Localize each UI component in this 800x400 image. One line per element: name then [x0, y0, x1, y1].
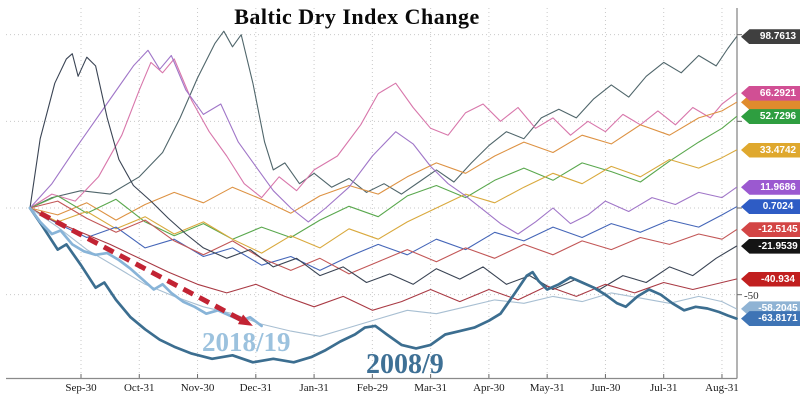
series-line-unlabeled-slate [29, 30, 738, 209]
x-tick-label-Apr-30: Apr-30 [473, 382, 505, 394]
x-tick-label-Sep-30: Sep-30 [65, 382, 97, 394]
annotation-2008-9: 2008/9 [366, 349, 444, 380]
annotation-2018-19: 2018/19 [202, 327, 291, 357]
series-line-unlabeled-pink [29, 58, 738, 209]
series-line-unlabeled-amber [29, 149, 738, 254]
trend-arrow-head [237, 314, 253, 326]
x-tick-label-Jun-30: Jun-30 [590, 382, 621, 394]
x-tick-label-May-31: May-31 [529, 382, 565, 394]
series-line-unlabeled-red [29, 200, 738, 275]
x-tick-label-Feb-29: Feb-29 [356, 382, 388, 394]
chart-title: Baltic Dry Index Change [234, 4, 480, 29]
series-line-2008/9 [28, 206, 738, 364]
series-line-unlabeled-darknavy [29, 53, 738, 291]
y-axis-label-neg50: -50 [744, 290, 759, 302]
series-line-unlabeled-violet [29, 49, 738, 235]
x-tick-label-Jan-31: Jan-31 [299, 382, 329, 394]
trend-arrow-shaft [39, 210, 242, 322]
x-tick-label-Nov-30: Nov-30 [180, 382, 215, 394]
x-tick-label-Jul-31: Jul-31 [649, 382, 678, 394]
x-tick-label-Mar-31: Mar-31 [414, 382, 447, 394]
series-line-unlabeled-blue [29, 206, 738, 271]
x-tick-label-Dec-31: Dec-31 [239, 382, 272, 394]
x-tick-label-Aug-31: Aug-31 [705, 382, 739, 394]
series-line-unlabeled-orange [29, 101, 738, 221]
series-line-unlabeled-crimson [29, 207, 738, 311]
x-tick-label-Oct-31: Oct-31 [123, 382, 155, 394]
